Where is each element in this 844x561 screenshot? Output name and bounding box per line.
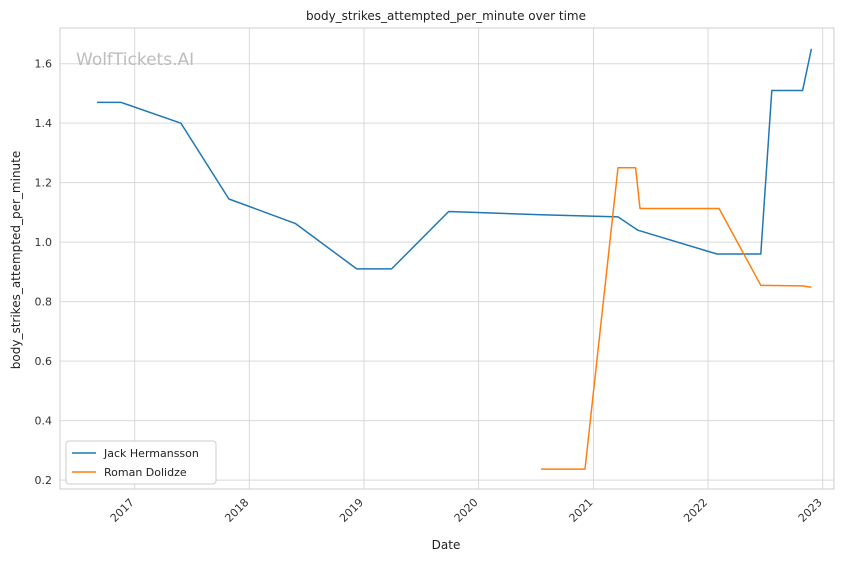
chart-title: body_strikes_attempted_per_minute over t… (306, 9, 586, 23)
x-tick-label: 2017 (108, 496, 137, 525)
x-tick-label: 2023 (796, 496, 825, 525)
x-tick-label: 2018 (222, 496, 251, 525)
legend: Jack Hermansson Roman Dolidze (65, 440, 217, 485)
y-axis-ticks: 0.2 0.4 0.6 0.8 1.0 1.2 1.4 1.6 (35, 58, 53, 487)
x-tick-label: 2022 (681, 496, 710, 525)
x-tick-label: 2019 (337, 496, 366, 525)
y-tick-label: 1.4 (35, 117, 53, 130)
x-tick-label: 2021 (567, 496, 596, 525)
y-tick-label: 0.2 (35, 474, 53, 487)
y-tick-label: 1.2 (35, 177, 53, 190)
series-line-1 (541, 167, 812, 470)
y-tick-label: 1.0 (35, 236, 53, 249)
y-tick-label: 0.6 (35, 355, 53, 368)
legend-box (65, 440, 217, 485)
series-line-0 (97, 48, 813, 270)
x-tick-label: 2020 (452, 496, 481, 525)
plot-area (59, 27, 835, 490)
grid (60, 28, 834, 489)
y-axis-label: body_strikes_attempted_per_minute (9, 151, 23, 369)
legend-label: Roman Dolidze (104, 466, 187, 479)
series-lines (97, 48, 813, 470)
x-axis-label: Date (432, 538, 461, 552)
y-tick-label: 1.6 (35, 58, 53, 71)
watermark: WolfTickets.AI (76, 50, 194, 70)
legend-label: Jack Hermansson (103, 447, 199, 460)
y-tick-label: 0.8 (35, 296, 53, 309)
y-tick-label: 0.4 (35, 415, 53, 428)
x-axis-ticks: 2017 2018 2019 2020 2021 2022 2023 (108, 496, 825, 525)
